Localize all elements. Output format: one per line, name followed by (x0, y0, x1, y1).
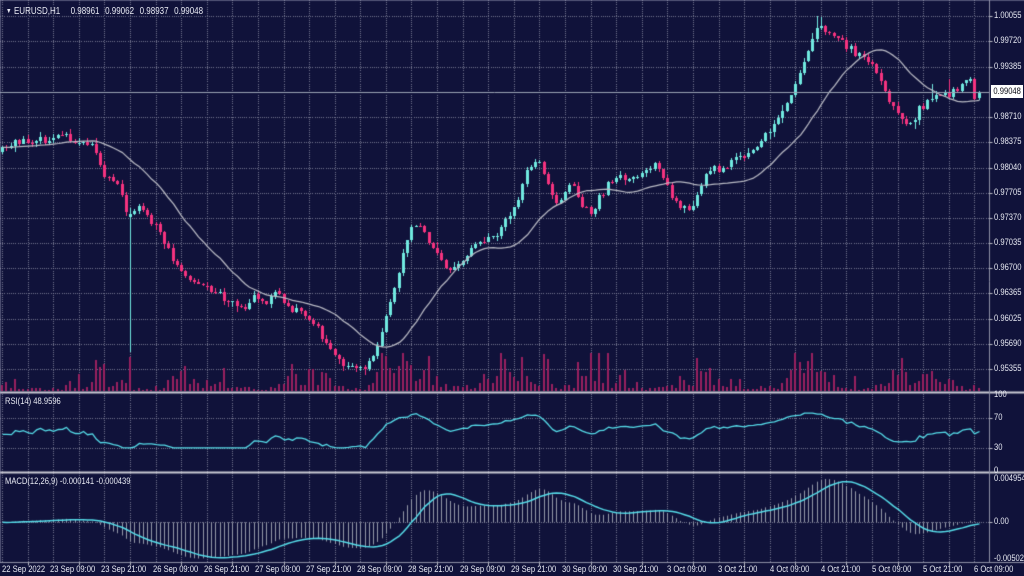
rsi-axis-label: 0 (994, 464, 999, 476)
price-axis-label: 1.00055 (994, 10, 1022, 21)
time-axis-label: 23 Sep 09:00 (50, 564, 96, 575)
macd-axis-label: -0.00502 (994, 552, 1024, 564)
time-axis-label: 23 Sep 21:00 (101, 564, 147, 575)
time-axis-label: 27 Sep 21:00 (306, 564, 352, 575)
price-axis-label: 0.97370 (994, 212, 1022, 223)
rsi-header: RSI(14) 48.9596 (5, 397, 61, 407)
price-axis-label: 0.97035 (994, 237, 1022, 248)
symbol-period-label: EURUSD,H1 (13, 6, 61, 17)
price-axis-label: 0.96025 (994, 313, 1022, 324)
time-axis-label: 5 Oct 21:00 (923, 564, 963, 575)
price-axis-label: 0.98710 (994, 111, 1022, 122)
price-axis-label: 0.99385 (994, 61, 1022, 72)
time-axis-label: 30 Sep 09:00 (562, 564, 608, 575)
price-axis-label: 0.96700 (994, 262, 1022, 273)
ohlc-header: ▼ EURUSD,H1 0.98961 0.99062 0.98937 0.99048 (6, 7, 203, 17)
time-axis-label: 29 Sep 21:00 (511, 564, 557, 575)
price-axis-label: 0.99720 (994, 35, 1022, 46)
symbol-marker-icon[interactable]: ▼ (6, 8, 12, 15)
time-axis-label: 4 Oct 09:00 (770, 564, 810, 575)
macd-axis-label: 0.004954 (994, 473, 1024, 484)
price-axis-label: 0.97705 (994, 187, 1022, 198)
rsi-value: 48.9596 (33, 396, 61, 407)
macd-axis-label: 0.00 (994, 516, 1009, 527)
current-price-tag: 0.99048 (990, 85, 1023, 98)
time-axis-label: 28 Sep 21:00 (408, 564, 454, 575)
time-axis-label: 29 Sep 09:00 (460, 564, 506, 575)
high-value: 0.99062 (105, 6, 135, 17)
time-axis-label: 28 Sep 09:00 (357, 564, 403, 575)
time-axis-label: 6 Oct 09:00 (974, 564, 1014, 575)
time-axis-label: 4 Oct 21:00 (821, 564, 861, 575)
time-axis-label: 3 Oct 21:00 (718, 564, 758, 575)
price-axis-label: 0.98375 (994, 136, 1022, 147)
macd-label: MACD(12,26,9) (5, 476, 58, 487)
close-value: 0.99048 (174, 6, 204, 17)
macd-main-value: -0.000141 (59, 476, 95, 487)
time-axis-label: 26 Sep 09:00 (153, 564, 199, 575)
price-axis-label: 0.95355 (994, 363, 1022, 374)
time-axis-label: 22 Sep 2022 (2, 564, 46, 575)
open-value: 0.98961 (70, 6, 100, 17)
rsi-axis-label: 70 (994, 412, 1003, 423)
macd-header: MACD(12,26,9) -0.000141 -0.000439 (5, 477, 131, 487)
rsi-label: RSI(14) (5, 396, 32, 407)
rsi-axis-label: 30 (994, 442, 1003, 453)
price-axis-label: 0.98040 (994, 162, 1022, 173)
time-axis-label: 3 Oct 09:00 (667, 564, 707, 575)
price-axis-label: 0.96365 (994, 287, 1022, 298)
low-value: 0.98937 (139, 6, 169, 17)
time-axis-label: 5 Oct 09:00 (872, 564, 912, 575)
time-axis-label: 27 Sep 09:00 (255, 564, 301, 575)
price-axis-label: 0.95690 (994, 338, 1022, 349)
time-axis-label: 26 Sep 21:00 (204, 564, 250, 575)
time-axis-label: 30 Sep 21:00 (613, 564, 659, 575)
rsi-axis-label: 100 (994, 389, 1007, 400)
macd-signal-value: -0.000439 (96, 476, 131, 487)
